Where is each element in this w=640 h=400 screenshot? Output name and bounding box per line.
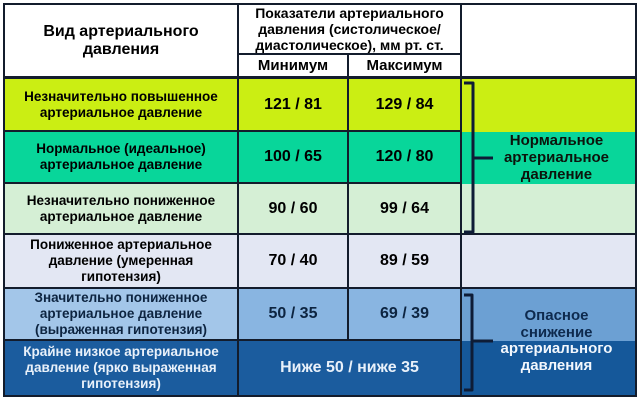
- row-normal-min: 100 / 65: [239, 132, 349, 184]
- header-minimum: Минимум: [239, 55, 349, 79]
- annotation-header-spacer: [462, 5, 635, 79]
- band-slightly-low: [462, 184, 635, 235]
- row-elevated-label: Незначительно повышенное артериальное да…: [5, 79, 239, 132]
- header-indicators: Показатели артериального давления (систо…: [239, 5, 462, 55]
- row-very-low-min: 50 / 35: [239, 289, 349, 341]
- normal-pressure-note: Нормальное артериальное давление: [503, 132, 610, 183]
- row-extreme-low-merged-value: Ниже 50 / ниже 35: [239, 341, 462, 395]
- danger-note-top-text: Опасное снижение: [520, 307, 593, 341]
- row-slightly-low-min: 90 / 60: [239, 184, 349, 235]
- danger-pressure-note: Опасное снижение артериального давления: [462, 307, 635, 374]
- row-normal-max: 120 / 80: [349, 132, 462, 184]
- row-low-min: 70 / 40: [239, 235, 349, 289]
- row-slightly-low-max: 99 / 64: [349, 184, 462, 235]
- row-low-max: 89 / 59: [349, 235, 462, 289]
- row-extreme-low-label: Крайне низкое артериальное давление (ярк…: [5, 341, 239, 395]
- band-elevated: [462, 79, 635, 132]
- row-elevated-max: 129 / 84: [349, 79, 462, 132]
- pressure-table: Вид артериального давления Показатели ар…: [3, 3, 637, 397]
- row-very-low-max: 69 / 39: [349, 289, 462, 341]
- row-low-label: Пониженное артериальное давление (умерен…: [5, 235, 239, 289]
- header-maximum: Максимум: [349, 55, 462, 79]
- row-very-low-label: Значительно пониженное артериальное давл…: [5, 289, 239, 341]
- band-low: [462, 235, 635, 289]
- row-normal-label: Нормальное (идеальное) артериальное давл…: [5, 132, 239, 184]
- row-elevated-min: 121 / 81: [239, 79, 349, 132]
- header-type-column: Вид артериального давления: [5, 5, 239, 79]
- danger-note-bottom-text: артериального давления: [500, 340, 613, 374]
- row-slightly-low-label: Незначительно пониженное артериальное да…: [5, 184, 239, 235]
